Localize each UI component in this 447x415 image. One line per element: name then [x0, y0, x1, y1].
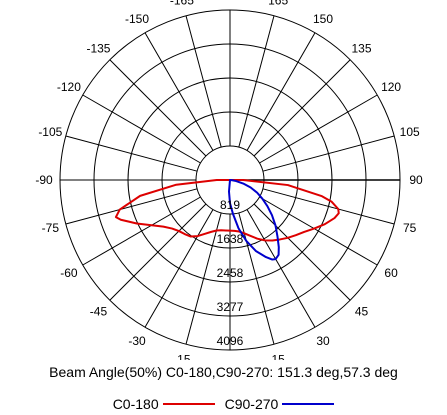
- grid-spoke-minus150: [144, 32, 214, 151]
- angle-tick-minus165: -165: [170, 0, 194, 7]
- angle-tick-105: 105: [400, 125, 420, 139]
- grid-spoke-minus15: [185, 212, 222, 345]
- angle-tick-minus135: -135: [86, 41, 110, 55]
- angle-tick-minus60: -60: [60, 266, 78, 280]
- grid-spoke-105: [262, 135, 395, 172]
- angle-tick-minus30: -30: [128, 334, 146, 348]
- angle-tick-minus105: -105: [38, 125, 62, 139]
- series-line-c0-180: [114, 179, 340, 242]
- grid-spoke-minus30: [144, 209, 214, 328]
- angle-tick-165: 165: [268, 0, 288, 7]
- angle-tick-45: 45: [355, 305, 369, 319]
- grid-spoke-minus60: [82, 196, 201, 266]
- angle-tick-90: 90: [409, 173, 423, 187]
- radial-tick-3277: 3277: [217, 300, 244, 314]
- angle-tick-minus120: -120: [57, 80, 81, 94]
- radial-tick-2458: 2458: [217, 266, 244, 280]
- angle-tick-30: 30: [316, 334, 330, 348]
- legend-swatch-c0-180: [162, 403, 215, 405]
- grid-spoke-minus135: [109, 59, 207, 157]
- angle-tick-minus75: -75: [42, 221, 60, 235]
- grid-spoke-15: [238, 212, 275, 345]
- radial-tick-labels: 819 1638 2458 3277 4096: [217, 198, 244, 348]
- grid-spoke-30: [246, 209, 316, 328]
- angle-tick-15: 15: [271, 353, 285, 360]
- angle-tick-135: 135: [352, 41, 372, 55]
- legend: C0-180 C90-270: [0, 395, 447, 413]
- radial-tick-1638: 1638: [217, 232, 244, 246]
- grid-spoke-150: [246, 32, 316, 151]
- legend-entry-c0-180: C0-180: [113, 396, 215, 412]
- angle-tick-75: 75: [403, 221, 417, 235]
- grid-spoke-minus105: [65, 135, 198, 172]
- angle-tick-minus150: -150: [125, 12, 149, 26]
- angle-tick-180: 180: [220, 0, 240, 1]
- angle-tick-0: 0: [227, 359, 234, 360]
- legend-swatch-c90-270: [282, 403, 335, 405]
- angle-tick-150: 150: [313, 12, 333, 26]
- beam-angle-text: Beam Angle(50%) C0-180,C90-270: 151.3 de…: [49, 364, 398, 380]
- angle-tick-120: 120: [381, 80, 401, 94]
- grid-spoke-minus120: [82, 94, 201, 164]
- grid-spoke-75: [262, 188, 395, 225]
- radial-tick-819: 819: [220, 198, 240, 212]
- grid-spoke-minus45: [109, 203, 207, 301]
- series-line-c90-270: [227, 179, 280, 261]
- radial-tick-4096: 4096: [217, 334, 244, 348]
- angle-tick-labels: 0 15 30 45 60 75 90 105 120 135 150 165 180 -15 -30 -45…: [35, 0, 423, 360]
- grid-spoke-165: [238, 15, 275, 148]
- grid-spoke-120: [259, 94, 378, 164]
- grid-spoke-135: [253, 59, 351, 157]
- legend-label-c90-270: C90-270: [224, 396, 279, 412]
- grid-spoke-60: [259, 196, 378, 266]
- angle-tick-minus90: -90: [35, 173, 53, 187]
- series-layer: [114, 179, 340, 261]
- legend-label-c0-180: C0-180: [112, 396, 159, 412]
- angle-grid: [60, 10, 400, 350]
- angle-tick-60: 60: [384, 266, 398, 280]
- angle-tick-minus15: -15: [173, 353, 191, 360]
- polar-chart: 819 1638 2458 3277 4096 0 15 30 45 60 75 90 105 120 1…: [35, 0, 423, 360]
- angle-tick-minus45: -45: [90, 305, 108, 319]
- legend-entry-c90-270: C90-270: [225, 396, 335, 412]
- grid-spoke-minus165: [185, 15, 222, 148]
- grid-spoke-minus75: [65, 188, 198, 225]
- grid-spoke-45: [253, 203, 351, 301]
